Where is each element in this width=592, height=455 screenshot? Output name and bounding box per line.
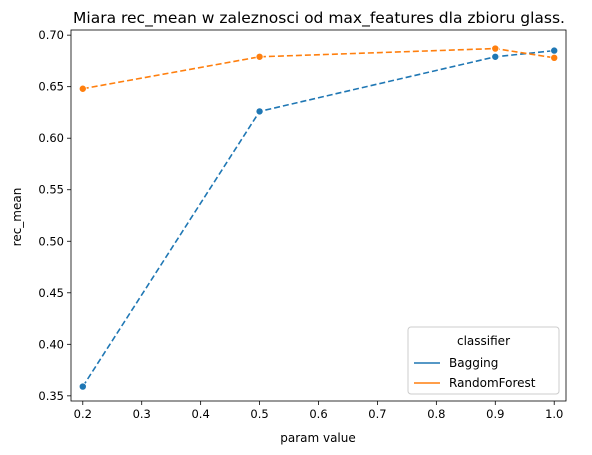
legend-title: classifier — [457, 334, 510, 348]
y-tick-label: 0.50 — [38, 234, 64, 248]
legend-box — [407, 326, 560, 395]
x-tick-label: 0.5 — [250, 407, 268, 421]
data-point-bagging — [255, 107, 264, 116]
x-tick-label: 0.9 — [486, 407, 504, 421]
series-layer — [78, 44, 559, 391]
legend: classifier Bagging RandomForest — [407, 326, 560, 395]
x-tick-label: 0.8 — [427, 407, 445, 421]
data-point-randomforest — [255, 52, 264, 61]
y-tick-label: 0.45 — [38, 286, 64, 300]
y-tick-label: 0.70 — [38, 28, 64, 42]
y-tick-label: 0.40 — [38, 337, 64, 351]
legend-label-bagging: Bagging — [449, 356, 498, 370]
y-tick-label: 0.65 — [38, 80, 64, 94]
data-point-randomforest — [550, 53, 559, 62]
chart-title: Miara rec_mean w zaleznosci od max_featu… — [73, 9, 565, 28]
data-point-bagging — [491, 52, 500, 61]
x-tick-label: 0.7 — [368, 407, 386, 421]
x-tick-label: 1.0 — [545, 407, 563, 421]
data-point-randomforest — [491, 44, 500, 53]
x-tick-label: 0.3 — [133, 407, 151, 421]
y-tick-label: 0.55 — [38, 183, 64, 197]
series-randomforest — [78, 44, 559, 93]
y-tick-label: 0.35 — [38, 389, 64, 403]
y-tick-label: 0.60 — [38, 131, 64, 145]
x-axis-label: param value — [280, 431, 356, 445]
legend-label-randomforest: RandomForest — [449, 376, 536, 390]
data-point-randomforest — [78, 84, 87, 93]
series-line-randomforest — [82, 47, 555, 90]
data-point-bagging — [78, 382, 87, 391]
y-axis-label: rec_mean — [10, 188, 24, 247]
data-point-bagging — [550, 46, 559, 55]
x-tick-label: 0.6 — [309, 407, 327, 421]
x-tick-label: 0.4 — [191, 407, 209, 421]
x-tick-label: 0.2 — [74, 407, 92, 421]
y-axis: 0.35 0.40 0.45 0.50 0.55 0.60 0.65 0.70 — [38, 28, 71, 403]
x-axis: 0.2 0.3 0.4 0.5 0.6 0.7 0.8 0.9 1.0 — [74, 401, 563, 421]
